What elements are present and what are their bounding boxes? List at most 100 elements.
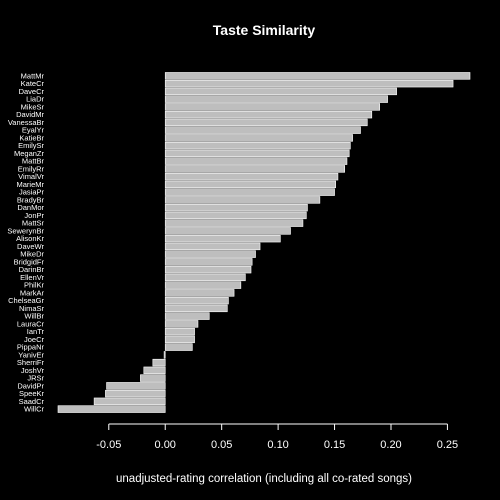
category-label: SaadCr — [19, 397, 45, 406]
category-label: EllenVr — [20, 273, 44, 282]
category-label: MarkAr — [20, 288, 45, 297]
bar-DavidPr — [106, 382, 166, 390]
category-label: JoeCr — [24, 335, 45, 344]
category-label: SherriFr — [17, 358, 45, 367]
bar-VanessaBr — [164, 118, 368, 127]
category-label: SpeeKr — [19, 389, 45, 398]
bar-KatieBr — [164, 134, 353, 142]
bar-EmilySr — [164, 141, 351, 150]
bar-EyalYr — [164, 126, 361, 134]
bars-group — [57, 72, 471, 413]
category-label: JonPr — [24, 211, 44, 220]
x-tick-label: 0.05 — [211, 439, 232, 451]
category-label: BradyBr — [17, 195, 45, 204]
category-label: KateCr — [21, 79, 45, 88]
category-label: WillBr — [24, 312, 44, 321]
category-label: LauraCr — [17, 319, 45, 328]
bar-DavidMr — [164, 110, 373, 119]
bar-WillBr — [164, 312, 210, 320]
category-label: MattMr — [21, 71, 45, 80]
category-label: MattBr — [22, 157, 45, 166]
category-label: EyalYr — [22, 126, 45, 135]
chart-title: Taste Similarity — [213, 22, 316, 38]
category-label: JasiaPr — [19, 188, 45, 197]
category-label: IanTr — [27, 327, 45, 336]
bar-MattBr — [164, 157, 348, 165]
bar-BridgidFr — [164, 258, 253, 266]
x-tick-label: 0.10 — [267, 439, 288, 451]
bar-EllenVr — [164, 273, 246, 282]
bar-MarieMr — [164, 180, 336, 189]
category-label: MikeSr — [21, 102, 45, 111]
category-label: PippaNr — [17, 343, 45, 352]
x-tick-label: 0.20 — [380, 439, 401, 451]
category-label: DavidMr — [16, 110, 44, 119]
bar-LiaDr — [164, 95, 388, 103]
bar-MattSr — [164, 219, 304, 227]
x-tick-label: 0.25 — [437, 439, 458, 451]
x-axis-label: unadjusted-rating correlation (including… — [116, 473, 412, 485]
x-axis: -0.05 0.00 0.05 0.10 0.15 0.20 0.25 — [96, 423, 458, 451]
bar-YanivEr — [163, 351, 166, 359]
category-label: MikeDr — [20, 250, 44, 259]
bar-SherriFr — [152, 358, 166, 367]
bar-NimaSr — [164, 304, 228, 313]
bar-IanTr — [164, 327, 195, 336]
category-label: VimalVr — [18, 172, 44, 181]
category-label: WillCr — [24, 405, 44, 414]
bar-AlisonKr — [164, 234, 281, 243]
bar-JRSr — [140, 374, 166, 382]
category-label: DaveCr — [19, 87, 45, 96]
category-label: DanMor — [17, 203, 44, 212]
bar-JasiaPr — [164, 188, 335, 196]
category-label: EmilySr — [18, 141, 44, 150]
category-label: DaveWr — [17, 242, 44, 251]
category-labels: MattMrKateCrDaveCrLiaDrMikeSrDavidMrVane… — [7, 71, 44, 413]
category-label: VanessaBr — [8, 118, 45, 127]
category-label: JoshVr — [21, 366, 45, 375]
bar-MikeDr — [164, 250, 256, 258]
bar-DarinBr — [164, 265, 252, 274]
bar-PhilKr — [164, 281, 242, 289]
bar-PippaNr — [164, 343, 193, 351]
category-label: BridgidFr — [14, 257, 45, 266]
category-label: LiaDr — [26, 95, 44, 104]
bar-JonPr — [164, 211, 307, 220]
bar-SaadCr — [93, 397, 166, 406]
category-label: ChelseaGr — [8, 296, 44, 305]
bar-JoshVr — [143, 366, 166, 375]
category-label: KatieBr — [19, 133, 44, 142]
bar-DanMor — [164, 203, 308, 212]
category-label: MattSr — [22, 219, 45, 228]
bar-SewerynBr — [164, 227, 291, 235]
bar-BradyBr — [164, 196, 321, 204]
bar-VimalVr — [164, 172, 339, 181]
bar-MikeSr — [164, 103, 380, 111]
category-label: YanivEr — [18, 350, 44, 359]
category-label: DavidPr — [17, 381, 44, 390]
bar-JoeCr — [164, 335, 195, 344]
bar-MarkAr — [164, 289, 235, 297]
category-label: JRSr — [27, 374, 44, 383]
x-tick-label: 0.00 — [155, 439, 176, 451]
x-tick-label: 0.15 — [324, 439, 345, 451]
category-label: PhilKr — [24, 281, 45, 290]
bar-DaveCr — [164, 87, 397, 96]
bar-DaveWr — [164, 242, 261, 251]
category-label: NimaSr — [19, 304, 45, 313]
bar-SpeeKr — [105, 389, 166, 398]
category-label: AlisonKr — [16, 234, 44, 243]
bar-EmilyRr — [164, 165, 345, 173]
bar-MeganZr — [164, 149, 350, 158]
bar-KateCr — [164, 79, 454, 88]
category-label: DarinBr — [19, 265, 45, 274]
category-label: EmilyRr — [18, 164, 45, 173]
bar-LauraCr — [164, 320, 199, 328]
bar-MattMr — [164, 72, 471, 80]
category-label: MeganZr — [14, 149, 45, 158]
bar-ChelseaGr — [164, 296, 229, 305]
bar-WillCr — [57, 405, 166, 413]
category-label: SewerynBr — [7, 226, 44, 235]
category-label: MarieMr — [17, 180, 45, 189]
